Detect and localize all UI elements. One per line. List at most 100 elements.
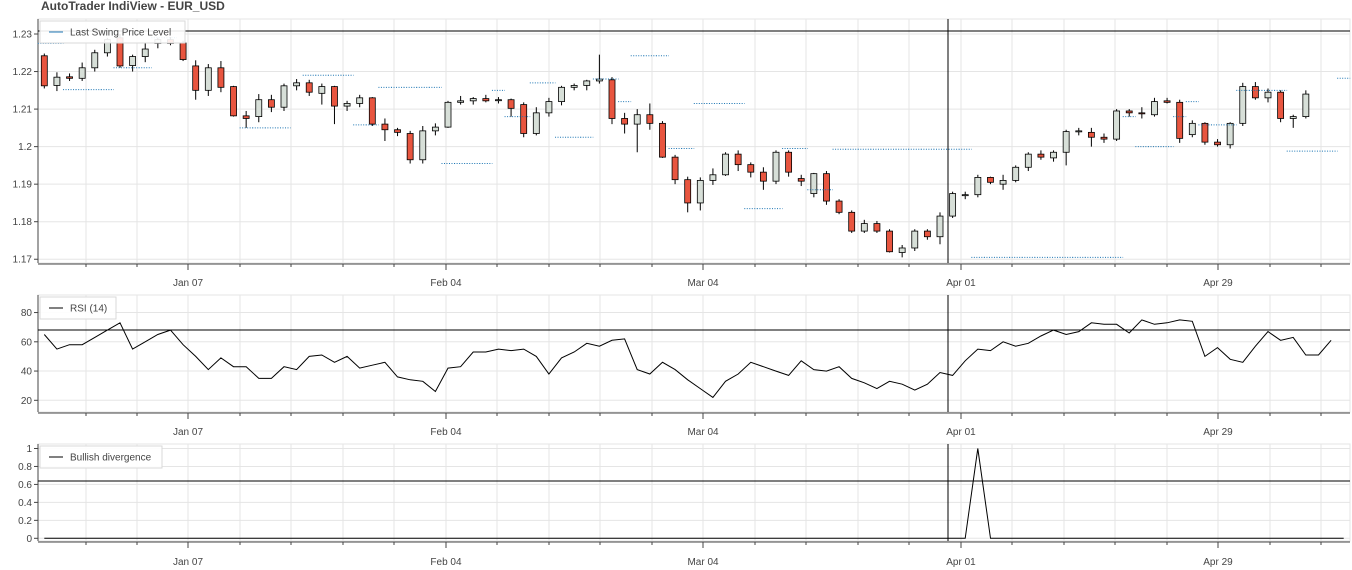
candle-body [1138, 112, 1146, 115]
candle-body [507, 99, 515, 109]
candle-body [835, 200, 843, 213]
candle-body [1302, 93, 1310, 117]
candle-body [255, 99, 263, 118]
y-tick-label: 1.18 [13, 217, 33, 228]
candle-body [53, 76, 61, 86]
candle-body [381, 123, 389, 131]
candle-body [419, 130, 427, 161]
candle-body [608, 79, 616, 119]
candle-body [305, 82, 313, 93]
candle-body [66, 76, 73, 79]
candle-body [936, 215, 944, 238]
candle-body [961, 194, 969, 197]
candle-body [343, 103, 351, 107]
candle-body [987, 177, 994, 183]
candle-body [1062, 131, 1070, 153]
candle-body [368, 97, 376, 125]
candle-body [621, 118, 629, 125]
candle-body [659, 122, 666, 158]
legend-label: Bullish divergence [70, 453, 152, 464]
x-tick-label: Feb 04 [430, 427, 462, 438]
y-tick-label: 0 [26, 534, 32, 545]
y-tick-label: 80 [21, 308, 33, 319]
candle-body [331, 86, 338, 107]
candle-body [974, 177, 982, 196]
candle-body [722, 153, 729, 176]
candle-body [78, 67, 86, 79]
candle-body [406, 133, 414, 161]
candle-body [772, 151, 780, 182]
candle-body [1239, 86, 1247, 124]
series-line [44, 448, 1344, 539]
candle-body [860, 223, 868, 232]
candle-body [633, 114, 641, 125]
candle-body [280, 85, 288, 108]
x-tick-label: Apr 01 [946, 557, 976, 568]
candle-body [1163, 100, 1171, 103]
candle-body [797, 178, 805, 182]
candle-body [1188, 122, 1196, 136]
candle-body [898, 247, 906, 253]
candle-body [999, 180, 1007, 185]
candle-body [242, 115, 250, 119]
x-tick-label: Apr 01 [946, 278, 976, 289]
x-tick-label: Jan 07 [173, 278, 203, 289]
candle-body [394, 129, 401, 133]
candle-body [873, 223, 881, 232]
y-tick-label: 1.17 [13, 255, 33, 266]
x-tick-label: Apr 29 [1203, 557, 1233, 568]
y-tick-label: 1 [26, 444, 32, 455]
candle-body [1214, 141, 1221, 146]
candle-body [179, 42, 187, 60]
y-tick-label: 0.8 [18, 462, 32, 473]
candle-body [1024, 153, 1032, 168]
x-tick-label: Mar 04 [687, 278, 719, 289]
candle-body [1201, 122, 1209, 143]
candle-body [1176, 101, 1184, 139]
candle-body [457, 100, 465, 103]
series-line [43, 319, 1332, 399]
plot-frame [37, 18, 1351, 264]
candle-body [267, 99, 275, 108]
candle-body [1151, 101, 1158, 116]
candle-body [495, 99, 502, 102]
rsi-panel[interactable]: 20 40 60 80 Jan 07 Feb 04 Mar 04 Apr 01 Apr 29 RS… [0, 292, 1352, 440]
bullish-divergence-panel[interactable]: 0 0.2 0.4 0.6 0.8 1 Jan 07 Feb 04 Mar 04 Apr 01 Ap… [0, 440, 1352, 570]
candle-body [482, 98, 490, 102]
candle-body [318, 86, 326, 94]
candle-body [192, 65, 200, 91]
candle-body [1012, 166, 1020, 181]
candle-body [1037, 153, 1045, 158]
candle-body [570, 85, 578, 88]
y-tick-label: 1.21 [13, 105, 33, 116]
candle-body [204, 67, 212, 91]
candle-body [129, 56, 137, 66]
chart-title: AutoTrader IndiView - EUR_USD [41, 0, 225, 13]
candle-body [444, 101, 452, 128]
price-candlestick-panel[interactable]: 1.17 1.18 1.19 1.2 1.21 1.22 1.23 Jan 07 Feb 04 M… [0, 0, 1352, 292]
candle-body [356, 97, 364, 104]
candle-body [217, 67, 225, 88]
candle-body [520, 104, 528, 134]
candle-body [709, 174, 717, 181]
candle-body [1289, 116, 1297, 119]
y-tick-label: 0.6 [18, 480, 32, 491]
candle-body [1113, 110, 1121, 140]
candle-body [1075, 130, 1083, 133]
candle-body [431, 126, 439, 132]
x-tick-label: Apr 29 [1203, 427, 1233, 438]
y-tick-label: 1.19 [13, 180, 33, 191]
candle-body [293, 82, 301, 87]
y-tick-label: 40 [21, 367, 33, 378]
candle-body [1100, 136, 1108, 140]
candle-body [141, 48, 149, 57]
candle-body [911, 230, 919, 249]
candle-body [469, 98, 477, 102]
candle-body [1277, 91, 1285, 119]
legend-label: RSI (14) [70, 304, 107, 315]
candle-body [545, 101, 553, 114]
candle-body [759, 171, 767, 182]
y-tick-label: 20 [21, 396, 33, 407]
candle-body [734, 153, 742, 166]
y-tick-label: 1.23 [13, 30, 33, 41]
